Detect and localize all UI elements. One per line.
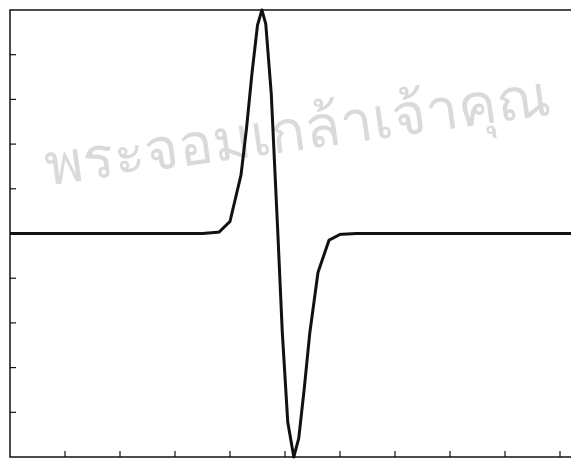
line-series	[10, 8, 571, 459]
watermark: พระจอมเกล้าเจ้าคุณ	[40, 61, 554, 201]
